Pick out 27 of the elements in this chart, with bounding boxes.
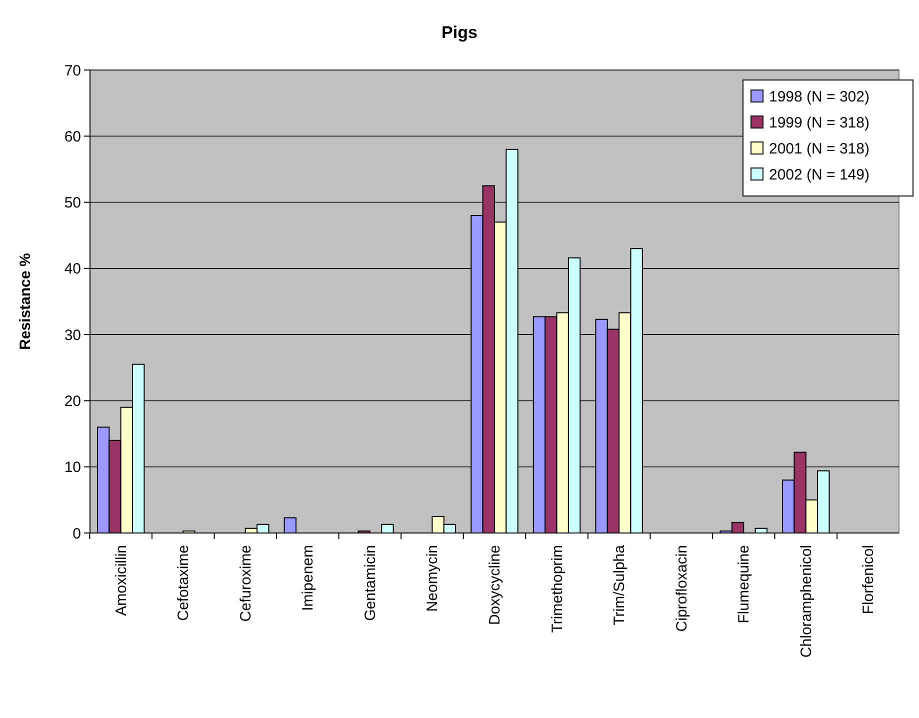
y-axis-title: Resistance % <box>17 253 34 350</box>
x-tick-label: Trim/Sulpha <box>611 544 628 626</box>
legend-label: 2001 (N = 318) <box>769 140 870 158</box>
y-tick-label: 50 <box>64 194 81 212</box>
x-tick-label: Doxycycline <box>486 545 504 626</box>
y-tick-label: 40 <box>64 260 81 278</box>
x-tick-label: Trimethoprim <box>548 545 566 633</box>
x-tick-label: Chloramphenicol <box>798 545 815 658</box>
x-tick-label: Florfenicol <box>860 545 878 614</box>
chart-title: Pigs <box>442 23 478 42</box>
y-tick-label: 10 <box>64 459 81 476</box>
x-tick-label: Cefuroxime <box>237 545 254 622</box>
x-tick-label: Gentamicin <box>362 545 379 621</box>
y-tick-label: 70 <box>64 62 81 80</box>
x-tick-label: Neomycin <box>424 545 442 612</box>
x-tick-label: Ciprofloxacin <box>673 545 690 632</box>
legend-label: 1998 (N = 302) <box>769 88 870 106</box>
y-tick-label: 60 <box>64 128 81 146</box>
legend-label: 1999 (N = 318) <box>769 114 870 132</box>
y-tick-label: 0 <box>72 525 81 542</box>
x-tick-label: Flumequine <box>736 545 753 624</box>
x-tick-label: Cefotaxime <box>175 545 192 621</box>
x-tick-label: Imipenem <box>300 545 317 611</box>
y-tick-label: 20 <box>64 392 81 410</box>
y-tick-label: 30 <box>64 326 81 344</box>
x-tick-label: Amoxicillin <box>112 545 130 616</box>
legend-label: 2002 (N = 149) <box>769 166 870 184</box>
